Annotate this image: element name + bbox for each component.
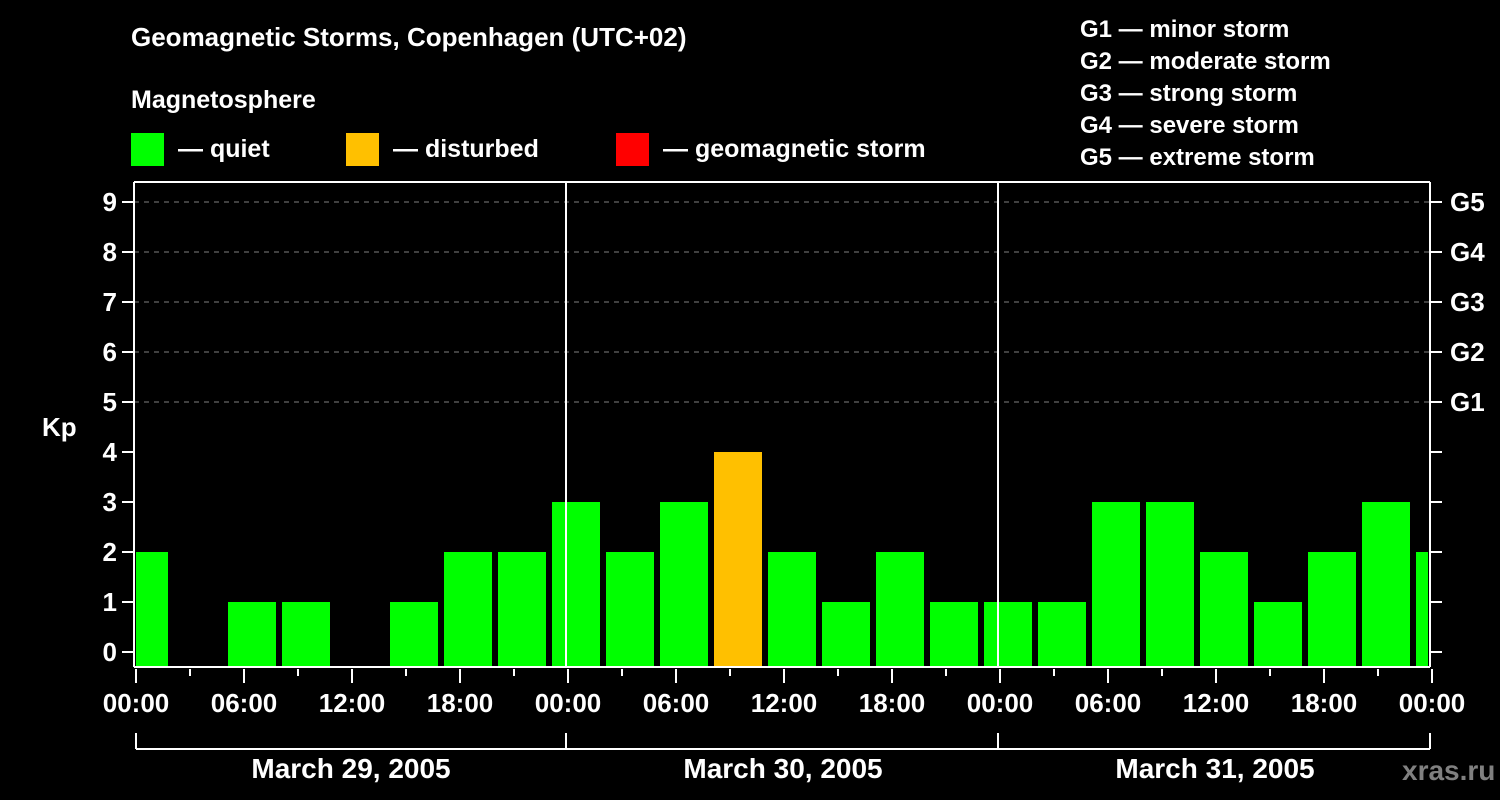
kp-bar (136, 552, 168, 667)
disturbed-swatch-icon (346, 133, 379, 166)
kp-bar (1254, 602, 1302, 667)
x-tick-label: 06:00 (210, 688, 278, 718)
legend-quiet: — quiet (131, 133, 270, 166)
kp-bar (822, 602, 870, 667)
date-label-2: March 30, 2005 (683, 753, 883, 784)
g-tick-label: G4 (1450, 237, 1485, 267)
kp-bar (1038, 602, 1086, 667)
y-tick-label: 7 (102, 287, 117, 317)
x-tick-label: 06:00 (1074, 688, 1142, 718)
legend-storm: — geomagnetic storm (616, 133, 926, 166)
kp-bar (282, 602, 330, 667)
g-tick-label: G5 (1450, 187, 1485, 217)
y-tick-label: 0 (102, 637, 117, 667)
storm-scale-g4: G4 — severe storm (1080, 112, 1299, 139)
storm-scale-g3: G3 — strong storm (1080, 80, 1298, 107)
kp-bar (984, 602, 1032, 667)
legend-disturbed-label: — disturbed (393, 135, 539, 163)
kp-bar (1200, 552, 1248, 667)
kp-bar (552, 502, 600, 667)
kp-bar (876, 552, 924, 667)
chart-title: Geomagnetic Storms, Copenhagen (UTC+02) (131, 22, 687, 52)
kp-bar (1092, 502, 1140, 667)
y-axis-label: Kp (42, 412, 77, 442)
x-tick-label: 00:00 (102, 688, 170, 718)
x-tick-label: 06:00 (642, 688, 710, 718)
storm-swatch-icon (616, 133, 649, 166)
kp-bar (1146, 502, 1194, 667)
kp-bar (768, 552, 816, 667)
kp-bar (390, 602, 438, 667)
legend-quiet-label: — quiet (178, 135, 270, 163)
kp-bar (498, 552, 546, 667)
y-tick-label: 9 (102, 187, 117, 217)
storm-scale-g1: G1 — minor storm (1080, 16, 1290, 43)
watermark: xras.ru (1402, 755, 1496, 786)
y-tick-label: 2 (102, 537, 117, 567)
legend-disturbed: — disturbed (346, 133, 539, 166)
x-tick-label: 00:00 (966, 688, 1034, 718)
kp-bar (606, 552, 654, 667)
kp-bar (1362, 502, 1410, 667)
chart-subtitle: Magnetosphere (131, 86, 316, 114)
y-tick-label: 3 (102, 487, 117, 517)
kp-bar (660, 502, 708, 667)
kp-bar (714, 452, 762, 667)
y-tick-label: 4 (102, 437, 117, 467)
x-tick-label: 00:00 (534, 688, 602, 718)
g-tick-label: G3 (1450, 287, 1485, 317)
kp-bar (1416, 552, 1428, 667)
quiet-swatch-icon (131, 133, 164, 166)
x-tick-label: 12:00 (750, 688, 818, 718)
date-label-1: March 29, 2005 (251, 753, 451, 784)
x-tick-label: 12:00 (1182, 688, 1250, 718)
x-tick-label: 18:00 (426, 688, 494, 718)
date-label-3: March 31, 2005 (1115, 753, 1315, 784)
kp-bar (444, 552, 492, 667)
y-tick-label: 1 (102, 587, 117, 617)
y-tick-label: 5 (102, 387, 117, 417)
storm-scale-legend: G1 — minor storm G2 — moderate storm G3 … (1080, 14, 1331, 174)
x-tick-label: 12:00 (318, 688, 386, 718)
y-tick-label: 8 (102, 237, 117, 267)
y-tick-label: 6 (102, 337, 117, 367)
kp-bar (930, 602, 978, 667)
g-tick-label: G2 (1450, 337, 1485, 367)
kp-bar (1308, 552, 1356, 667)
x-tick-label: 00:00 (1398, 688, 1466, 718)
storm-scale-g5: G5 — extreme storm (1080, 144, 1315, 171)
legend-storm-label: — geomagnetic storm (663, 135, 926, 163)
storm-scale-g2: G2 — moderate storm (1080, 48, 1331, 75)
x-tick-label: 18:00 (858, 688, 926, 718)
kp-bar (228, 602, 276, 667)
x-tick-label: 18:00 (1290, 688, 1358, 718)
g-tick-label: G1 (1450, 387, 1485, 417)
